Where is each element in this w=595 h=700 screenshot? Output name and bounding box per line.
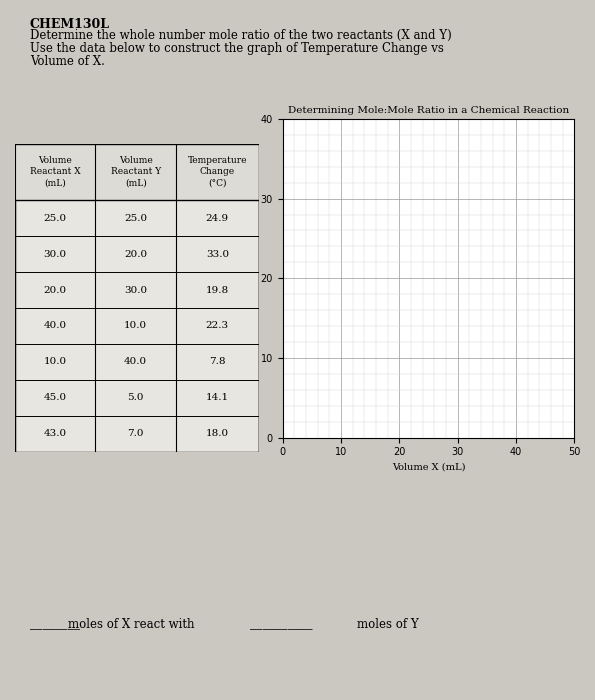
Text: 10.0: 10.0 [124, 321, 147, 330]
Text: 25.0: 25.0 [43, 214, 67, 223]
Text: 19.8: 19.8 [206, 286, 229, 295]
Text: __________: __________ [250, 617, 312, 630]
Text: Volume of X.: Volume of X. [30, 55, 105, 68]
Text: 14.1: 14.1 [206, 393, 229, 402]
Text: 40.0: 40.0 [43, 321, 67, 330]
Text: Volume
Reactant Y
(mL): Volume Reactant Y (mL) [111, 156, 161, 188]
Text: 10.0: 10.0 [43, 357, 67, 366]
Text: Temperature
Change
(°C): Temperature Change (°C) [187, 156, 247, 188]
Text: 22.3: 22.3 [206, 321, 229, 330]
Text: moles of Y: moles of Y [357, 618, 419, 631]
Text: 40.0: 40.0 [124, 357, 147, 366]
Text: ________: ________ [30, 617, 80, 630]
Text: 45.0: 45.0 [43, 393, 67, 402]
X-axis label: Volume X (mL): Volume X (mL) [392, 463, 465, 472]
Text: 20.0: 20.0 [124, 250, 147, 259]
Text: 25.0: 25.0 [124, 214, 147, 223]
Y-axis label: Temperature Change (°C): Temperature Change (°C) [246, 214, 255, 342]
Text: 18.0: 18.0 [206, 429, 229, 438]
Text: 7.0: 7.0 [127, 429, 144, 438]
Text: 7.8: 7.8 [209, 357, 226, 366]
Text: CHEM130L: CHEM130L [30, 18, 109, 31]
Title: Determining Mole:Mole Ratio in a Chemical Reaction: Determining Mole:Mole Ratio in a Chemica… [288, 106, 569, 116]
Text: 20.0: 20.0 [43, 286, 67, 295]
Text: 5.0: 5.0 [127, 393, 144, 402]
Text: Use the data below to construct the graph of Temperature Change vs: Use the data below to construct the grap… [30, 42, 444, 55]
Text: 43.0: 43.0 [43, 429, 67, 438]
Text: moles of X react with: moles of X react with [68, 618, 195, 631]
Text: Determine the whole number mole ratio of the two reactants (X and Y): Determine the whole number mole ratio of… [30, 29, 452, 43]
Text: Volume
Reactant X
(mL): Volume Reactant X (mL) [30, 156, 80, 188]
Text: 24.9: 24.9 [206, 214, 229, 223]
Text: 30.0: 30.0 [43, 250, 67, 259]
Text: 33.0: 33.0 [206, 250, 229, 259]
Bar [15, 144, 259, 200]
Text: 30.0: 30.0 [124, 286, 147, 295]
